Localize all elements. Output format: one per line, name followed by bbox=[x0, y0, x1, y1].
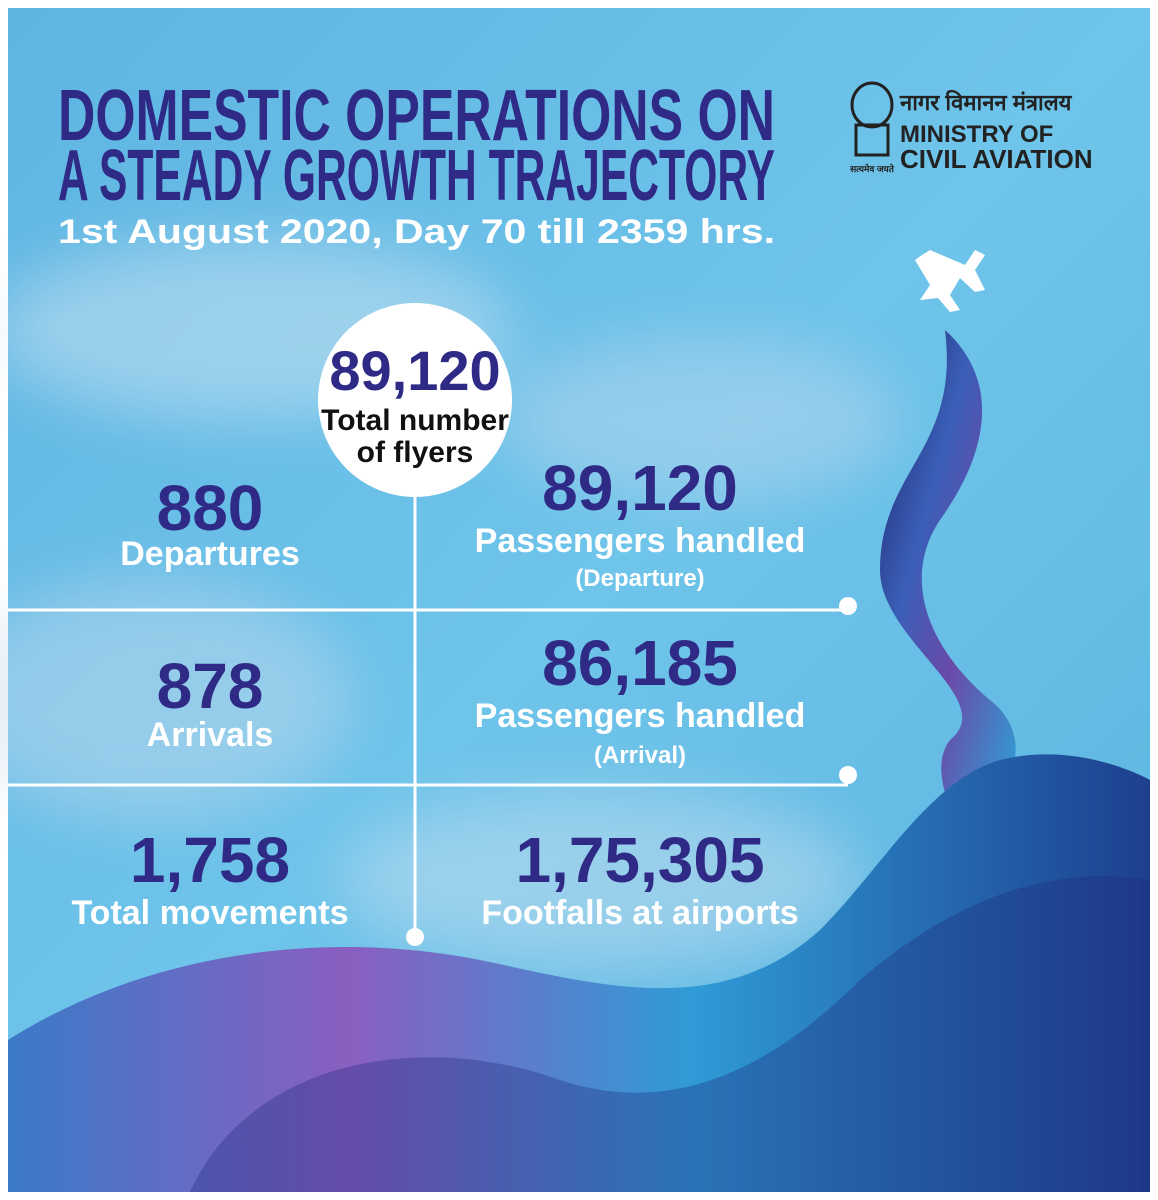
stat-label: Passengers handled bbox=[475, 697, 806, 735]
stat-value: 86,185 bbox=[542, 627, 738, 699]
connectors bbox=[8, 497, 848, 937]
stat-note: (Arrival) bbox=[594, 742, 686, 769]
center-circle bbox=[318, 303, 512, 497]
logo-hindi: नागर विमानन मंत्रालय bbox=[899, 89, 1073, 115]
motto: सत्यमेव जयते bbox=[849, 163, 895, 174]
stat-value: 89,120 bbox=[542, 452, 738, 524]
stat-value: 1,75,305 bbox=[515, 824, 764, 896]
swirl-trail bbox=[880, 330, 1016, 830]
center-label: Total number bbox=[321, 404, 509, 437]
swirl-pool bbox=[8, 754, 1150, 1192]
title-line: DOMESTIC OPERATIONS ON bbox=[58, 76, 775, 156]
emblem bbox=[850, 81, 894, 157]
swirl-shade bbox=[190, 876, 1150, 1192]
stat-note: (Departure) bbox=[575, 565, 704, 592]
stat-value: 1,758 bbox=[130, 824, 290, 896]
subtitle: 1st August 2020, Day 70 till 2359 hrs. bbox=[58, 213, 775, 251]
plane-icon bbox=[915, 250, 985, 312]
connector-dots bbox=[406, 597, 857, 946]
center-value: 89,120 bbox=[329, 339, 500, 402]
stat-label: Footfalls at airports bbox=[481, 894, 798, 932]
logo-line: CIVIL AVIATION bbox=[900, 144, 1093, 174]
stat-label: Passengers handled bbox=[475, 522, 806, 560]
clouds bbox=[0, 240, 900, 970]
stat-label: Departures bbox=[120, 535, 300, 573]
logo-line: MINISTRY OF bbox=[900, 121, 1053, 148]
center-label: of flyers bbox=[357, 436, 474, 469]
stat-label: Arrivals bbox=[147, 716, 274, 754]
stat-value: 880 bbox=[157, 472, 264, 544]
stat-value: 878 bbox=[157, 650, 264, 722]
title-line: A STEADY GROWTH TRAJECTORY bbox=[58, 136, 775, 216]
stat-label: Total movements bbox=[71, 894, 348, 932]
